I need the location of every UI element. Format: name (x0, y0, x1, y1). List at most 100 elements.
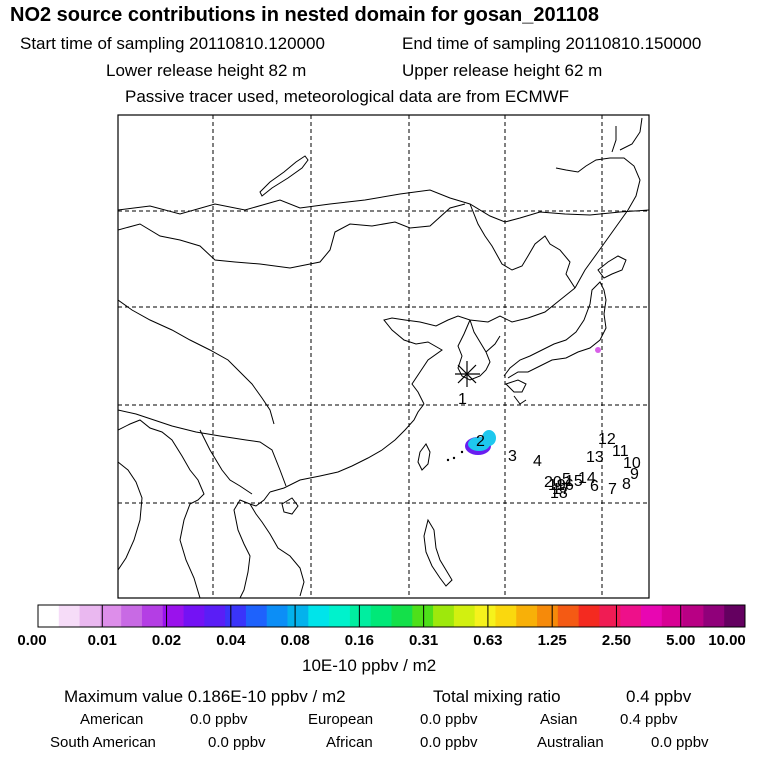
tracer-note: Passive tracer used, meteorological data… (125, 87, 570, 106)
indochina-coast (233, 491, 305, 598)
trajectory-marker-label: 8 (622, 476, 631, 493)
map-frame (117, 114, 650, 599)
colorbar-swatch (474, 605, 496, 627)
release-site-marker (455, 361, 480, 387)
south-asia-coast (118, 419, 205, 598)
colorbar-swatch (370, 605, 392, 627)
japan-coast (503, 281, 607, 405)
colorbar-swatch (245, 605, 268, 627)
colorbar-swatch (225, 605, 247, 627)
colorbar-frame (37, 604, 746, 628)
lake-baikal (259, 155, 309, 197)
taiwan-coast (417, 443, 431, 471)
region-value: 0.0 ppbv (190, 711, 248, 728)
trajectory-marker-label: 5 (562, 471, 571, 488)
region-value: 0.0 ppbv (651, 734, 709, 751)
mongolia-border-line (118, 203, 466, 269)
lower-release-height: Lower release height 82 m (106, 61, 307, 80)
colorbar-label: 5.00 (666, 632, 696, 649)
colorbar-label: 0.04 (216, 632, 246, 649)
colorbar-swatch (641, 605, 663, 627)
colorbar (37, 605, 746, 627)
trajectory-marker-label: 10 (623, 455, 641, 472)
region-name: South American (50, 734, 156, 751)
colorbar-swatch (183, 605, 205, 627)
hokkaido-coast (597, 255, 627, 279)
upper-release-height: Upper release height 62 m (402, 61, 603, 80)
colorbar-swatch (162, 605, 184, 627)
colorbar-swatch (578, 605, 600, 627)
colorbar-swatch (204, 605, 226, 627)
grid-lines (118, 115, 649, 598)
trajectory-marker-label: 12 (598, 431, 616, 448)
trajectory-marker-label: 2 (476, 433, 485, 450)
region-name: African (326, 734, 373, 751)
colorbar-label: 0.02 (151, 632, 182, 649)
region-value: 0.4 ppbv (620, 711, 678, 728)
colorbar-label: 10.00 (708, 632, 746, 649)
colorbar-swatch (308, 605, 330, 627)
colorbar-swatch (599, 605, 621, 627)
total-mixing-label: Total mixing ratio (433, 687, 561, 706)
colorbar-swatch (287, 605, 309, 627)
region-value: 0.0 ppbv (420, 711, 478, 728)
colorbar-swatch (58, 605, 80, 627)
trajectory-marker-label: 17 (552, 481, 570, 498)
hainan-coast (281, 497, 299, 515)
colorbar-swatch (100, 605, 122, 627)
trajectory-marker-label: 4 (533, 453, 542, 470)
trajectory-marker-label: 6 (590, 478, 599, 495)
region-value: 0.0 ppbv (208, 734, 266, 751)
central-asia-border-line (118, 299, 275, 425)
colorbar-swatch (38, 605, 60, 627)
philippines-coast (423, 518, 453, 587)
trajectory-marker-label: 18 (550, 485, 568, 502)
trajectory-marker-label: 19 (548, 477, 566, 494)
colorbar-swatch (724, 605, 746, 627)
colorbar-label: 0.31 (409, 632, 439, 649)
colorbar-swatch (329, 605, 351, 627)
colorbar-label: 0.16 (344, 632, 374, 649)
map-title: NO2 source contributions in nested domai… (10, 4, 600, 26)
region-name: American (80, 711, 144, 728)
island-dot (452, 456, 456, 460)
colorbar-swatch (266, 605, 288, 627)
trajectory-marker-label: 7 (608, 481, 617, 498)
trajectory-marker-label: 11 (612, 443, 629, 460)
island-dot (446, 458, 450, 462)
colorbar-label: 0.00 (17, 632, 47, 649)
concentration-patch-japan (595, 347, 601, 353)
trajectory-marker-label: 20 (544, 474, 562, 491)
colorbar-swatch (537, 605, 559, 627)
colorbar-swatch (495, 605, 517, 627)
colorbar-label: 0.63 (473, 632, 503, 649)
far-east-coast (555, 117, 643, 289)
colorbar-swatch (141, 605, 164, 627)
colorbar-swatch (661, 605, 684, 627)
colorbar-label: 0.08 (280, 632, 310, 649)
trajectory-marker-label: 13 (586, 449, 604, 466)
region-name: European (308, 711, 374, 728)
end-time-label: End time of sampling 20110810.150000 (402, 34, 702, 53)
northern-border-line (118, 189, 649, 223)
colorbar-swatch (412, 605, 434, 627)
china-coast-north (383, 287, 576, 405)
manchuria-border-line (469, 203, 576, 289)
region-name: Australian (537, 734, 604, 751)
colorbar-swatch (391, 605, 413, 627)
colorbar-swatch (620, 605, 642, 627)
china-coast-south (269, 403, 425, 493)
region-name: Asian (540, 711, 578, 728)
island-dot (460, 450, 464, 454)
colorbar-swatch (703, 605, 725, 627)
colorbar-swatch (349, 605, 372, 627)
colorbar-swatch (557, 605, 580, 627)
colorbar-label: 2.50 (601, 632, 632, 649)
concentration-patch-inner (482, 430, 496, 446)
colorbar-swatch (121, 605, 143, 627)
colorbar-swatch (682, 605, 704, 627)
colorbar-label: 0.01 (87, 632, 117, 649)
trajectory-marker-label: 16 (556, 477, 574, 494)
